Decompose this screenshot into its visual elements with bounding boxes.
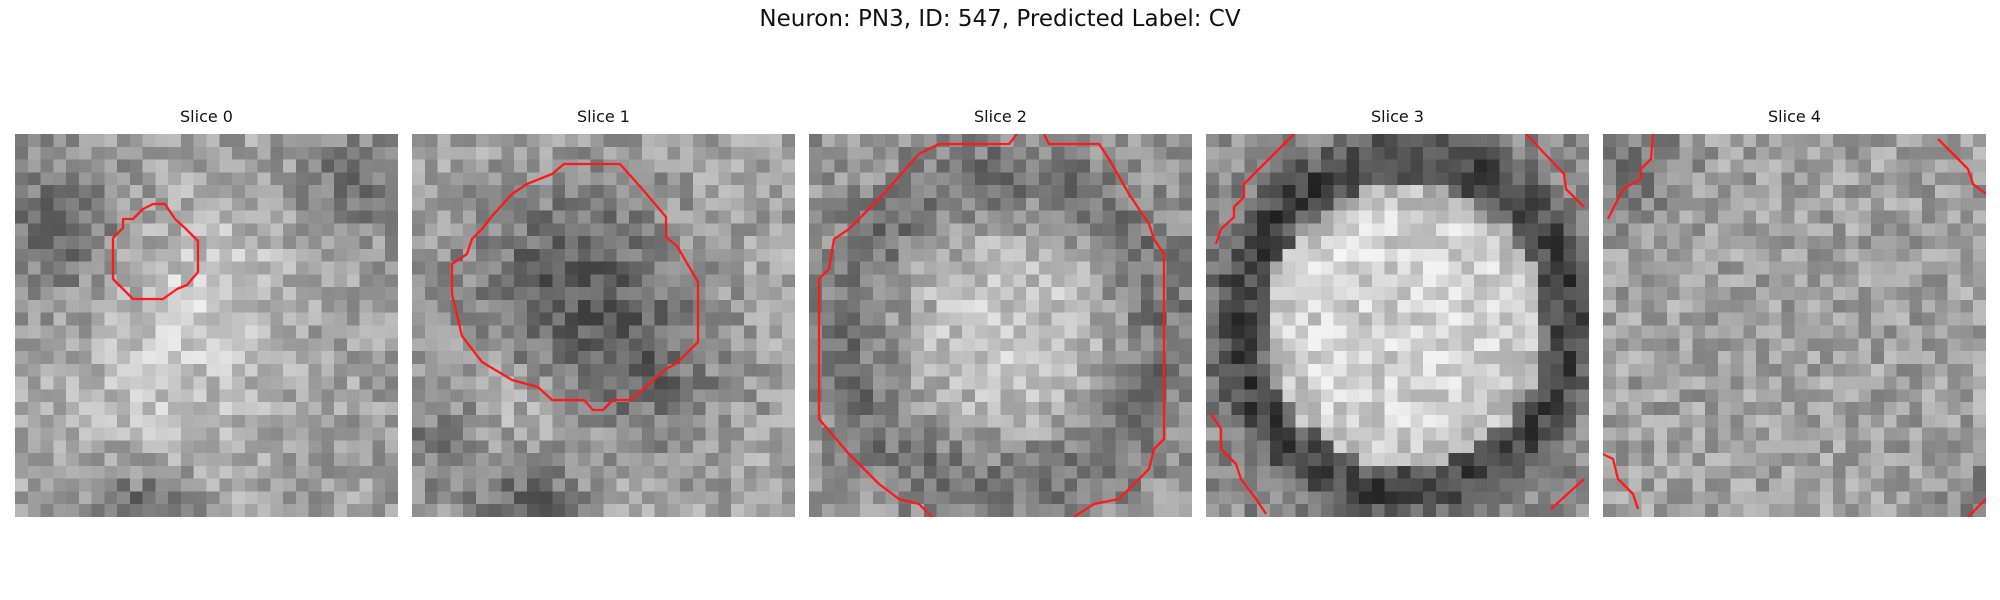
- slice-title-4: Slice 4: [1768, 107, 1821, 126]
- figure-title: Neuron: PN3, ID: 547, Predicted Label: C…: [759, 6, 1241, 32]
- contour-segment: [1937, 138, 1986, 195]
- contour-segment: [817, 134, 1018, 517]
- contour-segment: [1606, 134, 1655, 220]
- slice-image-4: [1603, 134, 1986, 517]
- slice-title-1: Slice 1: [577, 107, 630, 126]
- contour-segment: [1967, 498, 1986, 517]
- slice-contour-3: [1210, 134, 1585, 515]
- contour-segment: [1042, 134, 1166, 517]
- contour-segment: [450, 162, 700, 412]
- slice-image-3: [1206, 134, 1589, 517]
- contour-segment: [1210, 413, 1267, 515]
- contour-segment: [111, 202, 200, 301]
- slice-pixels-3: [1206, 134, 1589, 517]
- contour-segment: [1214, 134, 1295, 245]
- slice-contour-2: [817, 134, 1166, 517]
- slice-pixels-1: [412, 134, 795, 517]
- slice-panel-4: Slice 4: [1603, 107, 1986, 517]
- slice-panel-1: Slice 1: [412, 107, 795, 517]
- slice-title-2: Slice 2: [974, 107, 1027, 126]
- slice-pixels-4: [1603, 134, 1986, 517]
- slice-pixels-2: [809, 134, 1192, 517]
- slice-title-0: Slice 0: [180, 107, 233, 126]
- slice-image-1: [412, 134, 795, 517]
- slice-pixels-0: [15, 134, 398, 517]
- contour-segment: [1603, 452, 1640, 510]
- slice-panel-2: Slice 2: [809, 107, 1192, 517]
- slice-panel-3: Slice 3: [1206, 107, 1589, 517]
- slice-contour-4: [1603, 134, 1986, 517]
- contour-segment: [1550, 478, 1585, 510]
- slice-contour-1: [450, 162, 700, 412]
- contour-segment: [1525, 134, 1585, 208]
- slice-image-2: [809, 134, 1192, 517]
- slice-panel-0: Slice 0: [15, 107, 398, 517]
- slice-image-0: [15, 134, 398, 517]
- slice-contour-0: [111, 202, 200, 301]
- slice-title-3: Slice 3: [1371, 107, 1424, 126]
